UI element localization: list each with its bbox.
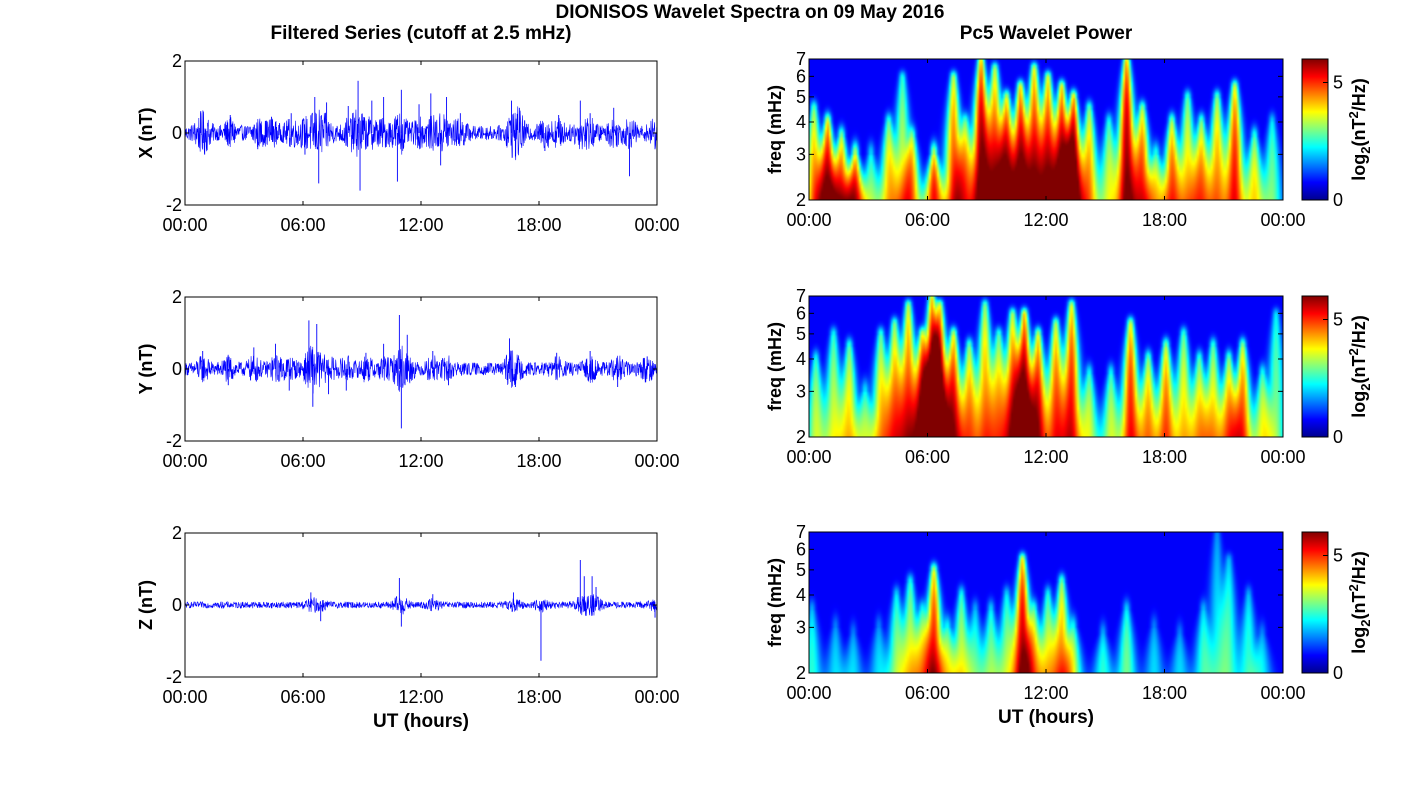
wavelet-y-ytick-label: 2 <box>796 427 806 447</box>
series-x-xtick-label: 06:00 <box>280 215 325 235</box>
wavelet-x-xtick-label: 12:00 <box>1023 210 1068 230</box>
wavelet-x-ytick-label: 6 <box>796 66 806 86</box>
wavelet-z-colorbar-tick-label: 5 <box>1333 546 1343 566</box>
wavelet-z-ytick-label: 6 <box>796 539 806 559</box>
wavelet-z-xtick-label: 18:00 <box>1142 683 1187 703</box>
x-axis-label-left: UT (hours) <box>373 711 469 732</box>
wavelet-x-xtick-label: 18:00 <box>1142 210 1187 230</box>
wavelet-z-ylabel: freq (mHz) <box>765 558 785 647</box>
series-y-ytick-label: 0 <box>172 359 182 379</box>
series-z-trace <box>184 594 658 616</box>
wavelet-x-heatmap <box>809 59 1283 200</box>
series-y-xtick-label: 00:00 <box>634 451 679 471</box>
wavelet-y-xtick-label: 12:00 <box>1023 447 1068 467</box>
wavelet-y-xtick-label: 00:00 <box>786 447 831 467</box>
series-z-ytick-label: 0 <box>172 595 182 615</box>
wavelet-z-heatmap <box>809 532 1283 673</box>
wavelet-y-ytick-label: 5 <box>796 324 806 344</box>
wavelet-x-ytick-label: 3 <box>796 144 806 164</box>
series-y-xtick-label: 12:00 <box>398 451 443 471</box>
wavelet-z-colorbar <box>1301 531 1329 674</box>
wavelet-x-xtick-label: 00:00 <box>786 210 831 230</box>
wavelet-x-ytick-label: 2 <box>796 190 806 210</box>
wavelet-y-xtick-label: 18:00 <box>1142 447 1187 467</box>
x-axis-label-right: UT (hours) <box>998 707 1094 728</box>
wavelet-z-ytick-label: 2 <box>796 663 806 683</box>
right-column-title: Pc5 Wavelet Power <box>960 23 1133 44</box>
wavelet-z-xtick-label: 00:00 <box>786 683 831 703</box>
series-x-ytick-label: 2 <box>172 51 182 71</box>
series-x-xtick-label: 00:00 <box>162 215 207 235</box>
wavelet-y-colorbar-tick-label: 5 <box>1333 310 1343 330</box>
wavelet-y-ylabel: freq (mHz) <box>765 322 785 411</box>
series-z-xtick-label: 12:00 <box>398 687 443 707</box>
wavelet-y-heatmap <box>809 296 1283 437</box>
series-z-xtick-label: 18:00 <box>516 687 561 707</box>
wavelet-x-colorbar-tick-label: 0 <box>1333 190 1343 210</box>
wavelet-x-xtick-label: 06:00 <box>905 210 950 230</box>
series-y-xtick-label: 18:00 <box>516 451 561 471</box>
wavelet-x-colorbar <box>1301 58 1329 201</box>
wavelet-y-xtick-label: 06:00 <box>905 447 950 467</box>
wavelet-y-xtick-label: 00:00 <box>1260 447 1305 467</box>
wavelet-y-ytick-label: 7 <box>796 286 806 306</box>
figure-title: DIONISOS Wavelet Spectra on 09 May 2016 <box>556 2 945 23</box>
wavelet-x-colorbar-tick-label: 5 <box>1333 73 1343 93</box>
wavelet-z-xtick-label: 06:00 <box>905 683 950 703</box>
wavelet-y-ytick-label: 3 <box>796 381 806 401</box>
series-y-trace <box>184 345 658 394</box>
series-x-xtick-label: 18:00 <box>516 215 561 235</box>
wavelet-x-ytick-label: 5 <box>796 87 806 107</box>
wavelet-z-ytick-label: 3 <box>796 617 806 637</box>
wavelet-x-xtick-label: 00:00 <box>1260 210 1305 230</box>
series-x-trace <box>184 106 658 161</box>
wavelet-z-xtick-label: 12:00 <box>1023 683 1068 703</box>
wavelet-y-colorbar <box>1301 295 1329 438</box>
series-y-xtick-label: 06:00 <box>280 451 325 471</box>
series-x-ylabel: X (nT) <box>136 108 156 159</box>
series-y-ylabel: Y (nT) <box>136 344 156 395</box>
wavelet-x-colorbar-label: log2(nT2/Hz) <box>1346 78 1373 180</box>
wavelet-x-ytick-label: 7 <box>796 49 806 69</box>
series-z-xtick-label: 00:00 <box>634 687 679 707</box>
series-y-xtick-label: 00:00 <box>162 451 207 471</box>
series-z-ytick-label: 2 <box>172 523 182 543</box>
series-z-ytick-label: -2 <box>166 667 182 687</box>
series-x-ytick-label: 0 <box>172 123 182 143</box>
series-y-ytick-label: 2 <box>172 287 182 307</box>
wavelet-z-colorbar-tick-label: 0 <box>1333 663 1343 683</box>
series-z-xtick-label: 06:00 <box>280 687 325 707</box>
series-z-ylabel: Z (nT) <box>136 580 156 630</box>
wavelet-z-colorbar-label: log2(nT2/Hz) <box>1346 551 1373 653</box>
wavelet-x-ytick-label: 4 <box>796 112 806 132</box>
series-x-xtick-label: 12:00 <box>398 215 443 235</box>
wavelet-z-ytick-label: 5 <box>796 560 806 580</box>
series-y-ytick-label: -2 <box>166 431 182 451</box>
series-x-xtick-label: 00:00 <box>634 215 679 235</box>
wavelet-y-colorbar-label: log2(nT2/Hz) <box>1346 315 1373 417</box>
wavelet-z-xtick-label: 00:00 <box>1260 683 1305 703</box>
wavelet-y-colorbar-tick-label: 0 <box>1333 427 1343 447</box>
left-column-title: Filtered Series (cutoff at 2.5 mHz) <box>271 23 572 44</box>
wavelet-z-ytick-label: 7 <box>796 522 806 542</box>
series-x-ytick-label: -2 <box>166 195 182 215</box>
wavelet-y-ytick-label: 6 <box>796 303 806 323</box>
wavelet-x-ylabel: freq (mHz) <box>765 85 785 174</box>
wavelet-y-ytick-label: 4 <box>796 349 806 369</box>
series-z-xtick-label: 00:00 <box>162 687 207 707</box>
wavelet-z-ytick-label: 4 <box>796 585 806 605</box>
